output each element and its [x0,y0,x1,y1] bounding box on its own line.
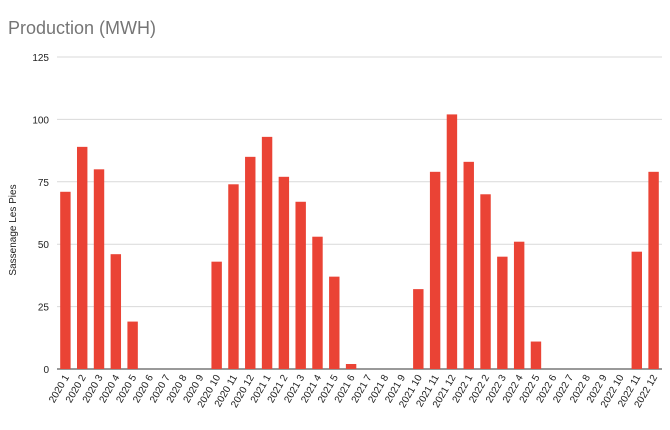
bar [329,276,340,369]
bar [446,114,458,370]
bar [463,161,474,369]
bar [110,254,122,369]
bar [631,251,643,369]
bar [530,341,542,369]
bar [513,241,525,369]
y-tick-labels: 0 25 50 75 100 125 [32,53,49,376]
bar [211,261,222,369]
chart-title: Production (MWH) [8,18,157,38]
bar [648,171,659,369]
bar [345,364,357,369]
bar [278,176,290,369]
bar [245,156,256,369]
bar [497,256,508,369]
bar [480,194,491,369]
bar [312,236,323,369]
y-axis-title: Sassenage Les Pies [8,184,19,275]
y-tick-label: 25 [38,303,50,314]
gridlines [57,56,662,370]
bar [127,321,138,369]
y-tick-label: 75 [38,178,50,189]
y-tick-label: 100 [32,115,49,126]
bar [429,171,441,369]
y-tick-label: 50 [38,240,50,251]
bar [413,289,424,369]
bar [228,184,239,369]
y-tick-label: 0 [43,365,49,376]
bars [60,114,659,370]
bar [60,191,71,369]
bar [261,136,273,369]
bar [76,146,88,369]
y-tick-label: 125 [32,53,49,64]
bar [93,169,105,369]
bar [295,201,306,369]
